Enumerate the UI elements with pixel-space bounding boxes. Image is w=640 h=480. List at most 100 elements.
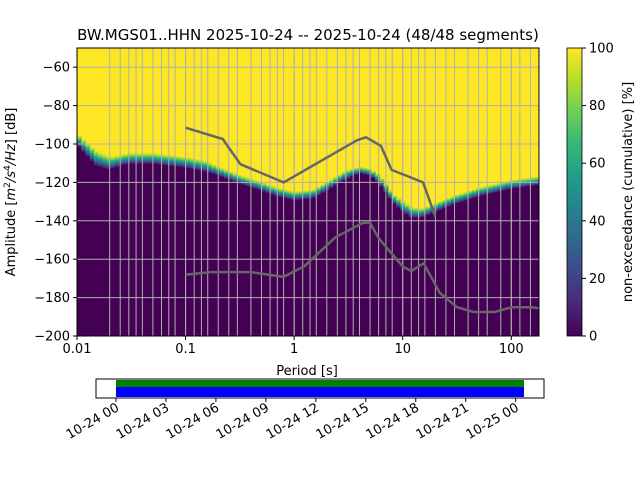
heat-column-band — [350, 169, 355, 171]
heat-column-band — [312, 196, 317, 198]
heat-column-band — [526, 180, 532, 182]
heat-column-band — [518, 179, 523, 181]
heat-column-low — [450, 204, 456, 336]
heat-column-band — [434, 205, 439, 207]
heat-column-band — [182, 164, 187, 167]
heat-column-band — [438, 202, 443, 204]
heat-column-low — [224, 177, 229, 336]
heat-column-band — [169, 155, 175, 158]
heat-column-band — [299, 194, 305, 196]
heat-column-band — [119, 161, 124, 163]
heat-column-band — [392, 196, 397, 198]
heat-column-band — [329, 179, 334, 182]
heat-column-band — [492, 188, 498, 190]
heat-column-band — [144, 162, 149, 164]
heat-column-band — [224, 171, 229, 173]
heat-column-band — [190, 161, 196, 163]
heat-column-band — [350, 172, 355, 174]
heat-column-band — [488, 190, 494, 192]
heat-column-band — [266, 187, 271, 190]
heat-column-band — [282, 196, 288, 198]
heat-column-band — [211, 166, 217, 168]
heat-column-band — [77, 141, 82, 143]
grid — [77, 48, 539, 336]
heat-column-band — [375, 175, 380, 177]
heat-column-band — [240, 176, 246, 178]
heat-column-band — [488, 189, 494, 191]
heat-column-band — [446, 202, 452, 205]
heat-column-band — [345, 175, 351, 178]
heat-column-band — [425, 208, 431, 211]
heat-column-band — [497, 185, 502, 187]
heat-column-band — [396, 204, 401, 207]
heat-column-band — [291, 195, 296, 198]
heat-column-band — [240, 183, 246, 185]
heat-column-band — [480, 193, 485, 195]
heat-column-low — [413, 216, 418, 336]
heat-column-band — [320, 187, 326, 189]
heat-column-band — [295, 198, 301, 200]
heat-column-band — [219, 170, 225, 172]
heat-column-band — [144, 156, 149, 158]
heat-column-band — [509, 187, 515, 189]
y-tick-label: −80 — [43, 99, 70, 114]
heat-column-band — [156, 162, 162, 165]
heat-column-band — [509, 182, 515, 184]
heat-column-band — [102, 161, 107, 164]
heat-column-band — [429, 211, 435, 214]
heat-column-band — [371, 172, 376, 174]
heat-column-band — [291, 193, 296, 196]
heat-column-band — [518, 184, 523, 186]
heat-column-band — [350, 174, 355, 176]
heat-column-low — [219, 176, 225, 336]
segment-coverage-bar — [115, 380, 525, 387]
heat-column-band — [190, 162, 196, 165]
heat-column-low — [329, 187, 334, 336]
heat-column-band — [522, 178, 527, 181]
heat-column-band — [303, 193, 309, 196]
heat-column-band — [438, 201, 443, 203]
heat-column-band — [492, 185, 498, 187]
heat-column-band — [358, 169, 364, 171]
heat-column-band — [446, 200, 452, 202]
colorbar-tick-label: 80 — [589, 99, 606, 114]
heat-column-band — [186, 166, 191, 168]
heat-column-band — [312, 190, 317, 192]
heat-column-band — [463, 199, 469, 201]
heat-column-band — [165, 162, 170, 165]
heat-column-band — [455, 201, 460, 204]
heat-column-band — [148, 154, 154, 157]
heat-column-band — [463, 192, 469, 194]
heat-column-band — [85, 148, 91, 151]
heat-column-band — [156, 161, 162, 164]
heat-column-band — [471, 192, 477, 194]
heat-column-band — [459, 196, 464, 198]
heat-column-band — [316, 187, 322, 189]
heat-column-low — [459, 201, 464, 336]
heat-column-band — [303, 197, 309, 199]
heat-column-band — [497, 187, 502, 189]
heat-column-band — [387, 191, 393, 193]
heat-column-band — [333, 184, 338, 186]
heat-column-band — [257, 184, 263, 187]
heat-column-low — [534, 184, 539, 336]
heat-column-band — [257, 186, 263, 188]
heat-column-band — [534, 182, 539, 185]
heat-column-band — [106, 167, 112, 170]
heat-column-low — [127, 163, 133, 336]
timeline-tick-label: 10-24 00 — [64, 400, 122, 442]
heat-column-band — [173, 161, 179, 163]
timeline-tick-label: 10-24 18 — [364, 400, 422, 442]
heat-column-low — [278, 196, 284, 336]
heat-column-band — [236, 177, 242, 179]
heat-column-band — [240, 177, 246, 179]
heat-column-band — [148, 160, 154, 163]
heat-column-band — [505, 188, 511, 190]
heat-column-band — [211, 170, 217, 172]
heat-column-band — [177, 161, 183, 164]
heat-column-band — [135, 156, 141, 158]
heat-column-band — [455, 198, 460, 201]
heat-column-band — [161, 154, 166, 157]
heat-column-band — [492, 191, 498, 193]
heat-column-band — [182, 163, 187, 165]
